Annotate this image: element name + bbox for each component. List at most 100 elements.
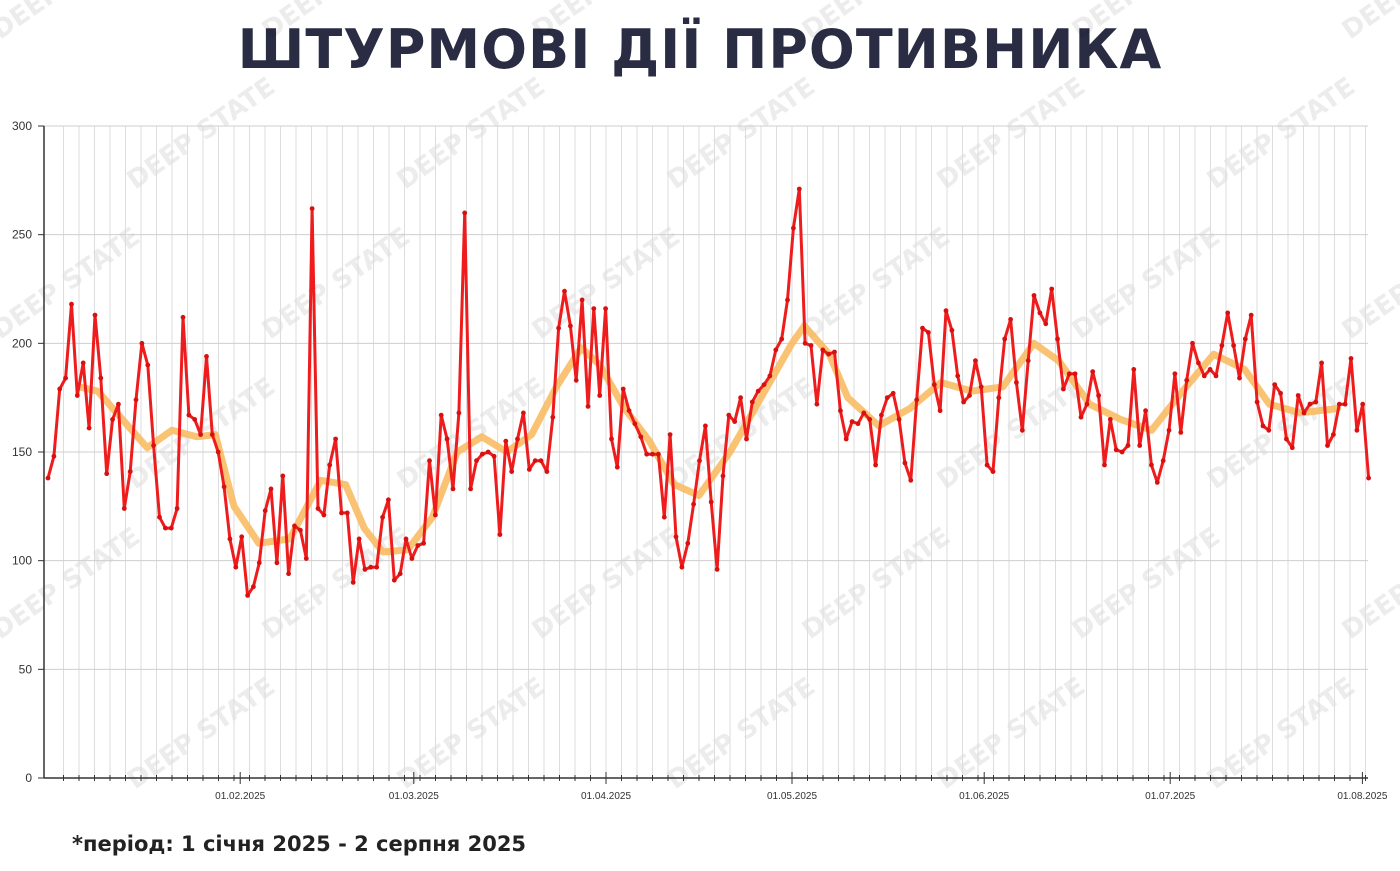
data-point <box>1231 343 1236 348</box>
data-point <box>1055 336 1060 342</box>
data-point <box>550 414 556 420</box>
data-point <box>978 384 984 390</box>
data-point <box>585 404 591 409</box>
data-point <box>1289 445 1295 451</box>
watermark-text: DEEP STATE <box>932 372 1091 496</box>
data-point <box>937 408 943 414</box>
y-tick-label: 150 <box>12 445 32 459</box>
data-point <box>303 556 309 561</box>
data-point <box>474 458 479 464</box>
data-point <box>673 534 679 540</box>
y-tick-label: 300 <box>12 119 32 133</box>
data-point <box>644 451 650 457</box>
watermark-text: DEEP STATE <box>1337 222 1400 346</box>
grid <box>44 125 1368 778</box>
data-point <box>51 453 57 459</box>
axes: 0 50 100 150 200 250 300 01.02.2025 01.03.2025 01… <box>12 119 1388 802</box>
data-point <box>884 395 890 401</box>
data-point <box>298 527 303 533</box>
data-point <box>209 432 215 437</box>
data-point <box>603 306 608 311</box>
data-point <box>503 438 509 444</box>
data-point <box>344 510 350 516</box>
x-tick-label: 01.06.2025 <box>959 791 1009 802</box>
data-point <box>239 534 245 540</box>
data-point <box>1201 373 1207 379</box>
trend-series <box>75 322 1342 556</box>
data-point <box>479 451 485 457</box>
data-point <box>485 449 491 455</box>
data-point <box>785 297 790 303</box>
data-point <box>1102 462 1107 468</box>
data-point <box>1119 449 1125 455</box>
x-tick-label: 01.08.2025 <box>1337 791 1387 802</box>
data-point <box>843 436 849 442</box>
y-tick-label: 0 <box>25 771 32 785</box>
data-point <box>802 340 808 346</box>
data-point <box>180 314 186 320</box>
data-point <box>356 536 362 542</box>
data-point <box>98 375 104 381</box>
data-point <box>632 421 638 427</box>
data-point <box>69 301 74 307</box>
data-point <box>679 564 685 570</box>
watermark-text: DEEP STATE <box>797 222 956 346</box>
data-point <box>339 510 344 516</box>
data-point <box>168 525 174 531</box>
data-point <box>515 436 520 442</box>
data-point <box>74 393 80 398</box>
data-point <box>1190 340 1195 346</box>
data-point <box>151 443 157 448</box>
data-point <box>961 399 966 405</box>
data-point <box>262 508 268 514</box>
data-point <box>926 330 931 335</box>
data-point <box>779 336 785 342</box>
data-point <box>362 567 368 572</box>
data-point <box>1272 382 1278 387</box>
data-point <box>521 410 526 416</box>
data-point <box>1166 427 1172 433</box>
data-point <box>386 497 391 503</box>
data-point <box>1066 371 1072 377</box>
data-point <box>861 410 867 416</box>
data-point <box>198 432 204 437</box>
data-point <box>820 347 826 353</box>
data-point <box>468 486 473 492</box>
data-point <box>116 401 121 407</box>
data-point <box>1354 427 1360 433</box>
data-point <box>433 512 438 518</box>
watermark-text: DEEP STATE <box>932 72 1091 196</box>
data-point <box>1072 371 1078 377</box>
y-tick-label: 100 <box>12 554 32 568</box>
data-point <box>233 564 239 570</box>
data-point <box>45 475 51 481</box>
data-point <box>427 458 432 464</box>
data-point <box>1213 373 1219 379</box>
data-point <box>1360 401 1366 407</box>
data-point <box>597 393 603 398</box>
data-point <box>397 571 403 577</box>
data-point <box>1219 343 1225 348</box>
x-tick-label: 01.07.2025 <box>1145 791 1195 802</box>
x-tick-label: 01.04.2025 <box>581 791 631 802</box>
data-point <box>808 343 814 348</box>
data-point <box>761 382 767 387</box>
data-point <box>450 486 456 492</box>
data-point <box>92 312 98 318</box>
data-point <box>955 373 961 379</box>
watermark-text: DEEP STATE <box>122 672 281 796</box>
data-point <box>1307 401 1313 407</box>
data-point <box>409 556 415 561</box>
data-point <box>1113 447 1119 453</box>
watermark-text: DEEP STATE <box>1337 0 1400 46</box>
data-point <box>280 473 286 479</box>
watermark-text: DEEP STATE <box>797 522 956 646</box>
data-point <box>832 349 837 355</box>
data-point <box>620 386 626 392</box>
data-point <box>1196 360 1201 366</box>
data-point <box>1184 377 1190 383</box>
data-point <box>914 397 920 403</box>
data-point <box>626 408 632 414</box>
data-point <box>403 536 409 542</box>
data-point <box>879 412 884 418</box>
